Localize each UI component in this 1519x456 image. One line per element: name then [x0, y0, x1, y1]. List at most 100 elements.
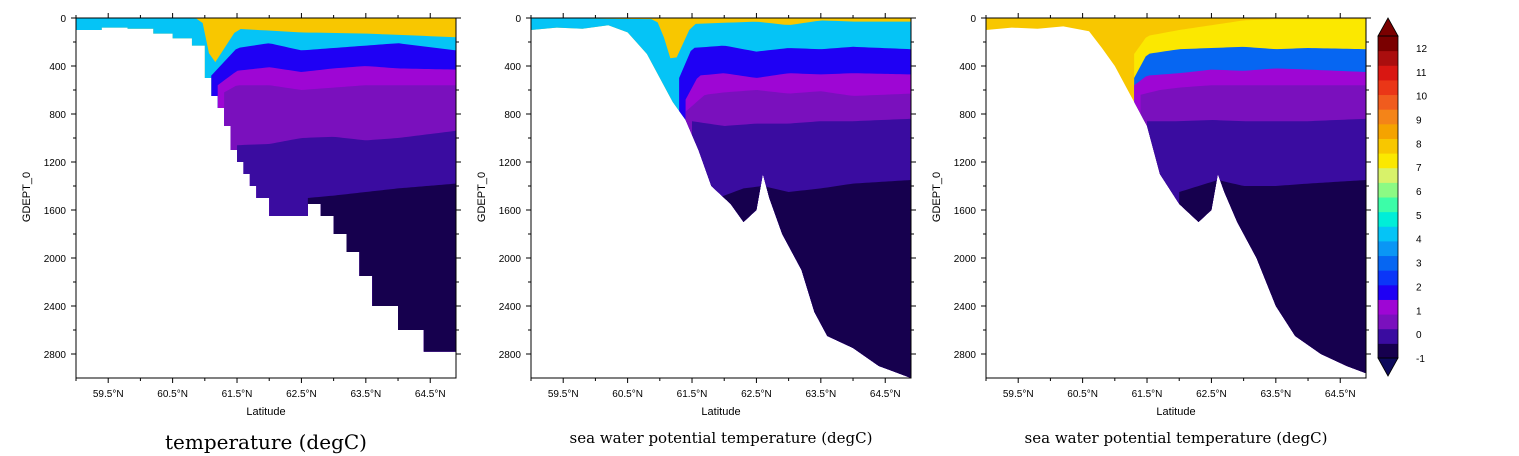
- panel-1-y-tick-label: 2800: [44, 350, 67, 361]
- panel-3-x-tick-label: 62.5°N: [1196, 389, 1227, 400]
- panel-1-y-tick-label: 400: [49, 62, 66, 73]
- colorbar-tick-label: 10: [1416, 92, 1428, 103]
- panel-3-frame: [985, 17, 1367, 379]
- panel-2-y-tick-label: 2800: [499, 350, 522, 361]
- panel-2-frame: [530, 17, 912, 379]
- colorbar-swatch: [1378, 226, 1398, 242]
- panel-1-y-tick-label: 0: [60, 14, 66, 25]
- panel-2-y-tick-label: 2000: [499, 254, 522, 265]
- colorbar-tick-label: 3: [1416, 259, 1422, 270]
- colorbar-swatch: [1378, 167, 1398, 183]
- colorbar-swatch: [1378, 79, 1398, 96]
- panel-2-y-tick-label: 1200: [499, 158, 522, 169]
- panel-1-x-axis-label: Latitude: [246, 406, 285, 418]
- panel-3-y-tick-label: 800: [959, 110, 976, 121]
- colorbar-max-arrow: [1377, 17, 1399, 37]
- colorbar-tick-label: 6: [1416, 187, 1422, 198]
- panel-3-y-axis-label: GDEPT_0: [931, 172, 943, 222]
- colorbar-swatch: [1378, 153, 1398, 169]
- colorbar-tick-label: 1: [1416, 306, 1422, 317]
- colorbar-tick-label: 4: [1416, 235, 1422, 246]
- panel-3-y-tick-label: 2400: [954, 302, 977, 313]
- panel-2-x-tick-label: 61.5°N: [677, 389, 708, 400]
- panel-2-y-tick-label: 0: [515, 14, 521, 25]
- panel-3-title: sea water potential temperature (degC): [1025, 429, 1328, 447]
- panel-3-plot-area: [986, 18, 1366, 374]
- panel-2-plot-area: [531, 18, 911, 378]
- panel-2-y-tick-label: 400: [504, 62, 521, 73]
- panel-3-axes: 59.5°N 60.5°N 61.5°N 62.5°N 63.5°N 64.5°N 0 400…: [954, 13, 1371, 400]
- colorbar-swatch: [1378, 123, 1398, 139]
- colorbar-tick-label: 12: [1416, 44, 1428, 55]
- panel-2-y-tick-label: 1600: [499, 206, 522, 217]
- panel-3-x-axis-label: Latitude: [1156, 406, 1195, 418]
- colorbar-swatch: [1378, 109, 1398, 125]
- panel-1-y-tick-label: 2000: [44, 254, 67, 265]
- panel-3-y-tick-label: 1200: [954, 158, 977, 169]
- panel-3: 59.5°N 60.5°N 61.5°N 62.5°N 63.5°N 64.5°N 0 400…: [931, 13, 1371, 447]
- colorbar-swatch: [1378, 314, 1398, 330]
- panel-2-x-tick-label: 63.5°N: [805, 389, 836, 400]
- panel-2-x-tick-label: 64.5°N: [870, 389, 901, 400]
- panel-2-isotherm-band-8: [717, 180, 911, 378]
- panel-1-axes: 59.5°N 60.5°N 61.5°N 62.5°N 63.5°N 64.5°N 0 400…: [44, 13, 461, 400]
- colorbar-frame: [1377, 35, 1399, 359]
- panel-2-y-tick-label: 2400: [499, 302, 522, 313]
- panel-3-y-tick-label: 400: [959, 62, 976, 73]
- colorbar-tick-label: 7: [1416, 163, 1422, 174]
- panel-3-temperature-field: [986, 18, 1366, 374]
- panel-3-y-tick-label: 0: [970, 14, 976, 25]
- colorbar-swatch: [1378, 343, 1398, 359]
- panel-1-x-tick-label: 60.5°N: [157, 389, 188, 400]
- panel-2-axes: 59.5°N 60.5°N 61.5°N 62.5°N 63.5°N 64.5°N 0 400…: [499, 13, 916, 400]
- panel-3-y-tick-label: 2800: [954, 350, 977, 361]
- panel-2-x-tick-label: 62.5°N: [741, 389, 772, 400]
- panel-1-y-tick-label: 800: [49, 110, 66, 121]
- panel-1-frame: [75, 17, 457, 379]
- colorbar-swatch: [1378, 284, 1398, 300]
- colorbar-swatch: [1378, 65, 1398, 81]
- panel-3-y-tick-label: 2000: [954, 254, 977, 265]
- colorbar-swatch: [1378, 94, 1398, 110]
- panel-3-x-tick-label: 64.5°N: [1325, 389, 1356, 400]
- panel-1-x-tick-label: 62.5°N: [286, 389, 317, 400]
- colorbar-tick-label: 0: [1416, 330, 1422, 341]
- panel-2-title: sea water potential temperature (degC): [570, 429, 873, 447]
- panel-1-title: temperature (degC): [165, 430, 367, 454]
- colorbar-tick-label: 8: [1416, 139, 1422, 150]
- panel-1-x-tick-label: 59.5°N: [93, 389, 124, 400]
- colorbar-swatch: [1378, 211, 1398, 227]
- panel-1-y-tick-label: 2400: [44, 302, 67, 313]
- colorbar-swatch: [1378, 328, 1398, 344]
- panel-3-x-tick-label: 61.5°N: [1132, 389, 1163, 400]
- panel-1-x-tick-label: 61.5°N: [222, 389, 253, 400]
- panel-1-isotherm-band-8: [307, 183, 456, 352]
- colorbar-min-arrow: [1377, 357, 1399, 377]
- panel-2-y-tick-label: 800: [504, 110, 521, 121]
- panel-3-x-tick-label: 59.5°N: [1003, 389, 1034, 400]
- panel-1-x-tick-label: 64.5°N: [415, 389, 446, 400]
- panel-2-y-axis-label: GDEPT_0: [476, 172, 488, 222]
- colorbar-tick-label: 9: [1416, 115, 1422, 126]
- panel-3-y-tick-label: 1600: [954, 206, 977, 217]
- colorbar-tick-label: 5: [1416, 211, 1422, 222]
- panel-1-temperature-field: [76, 18, 456, 352]
- colorbar-swatch: [1378, 197, 1398, 213]
- panel-3-isotherm-band-8: [1179, 180, 1366, 374]
- colorbar-swatch: [1378, 138, 1398, 154]
- panel-1-x-tick-label: 63.5°N: [350, 389, 381, 400]
- panel-2-x-tick-label: 60.5°N: [612, 389, 643, 400]
- colorbar-swatch: [1378, 270, 1398, 286]
- panel-3-x-tick-label: 60.5°N: [1067, 389, 1098, 400]
- panel-2: 59.5°N 60.5°N 61.5°N 62.5°N 63.5°N 64.5°N 0 400…: [476, 13, 916, 447]
- colorbar-swatch: [1378, 299, 1398, 315]
- panel-1-plot-area: [76, 18, 456, 352]
- colorbar-tick-label: 11: [1416, 68, 1427, 79]
- colorbar-swatch: [1378, 255, 1398, 271]
- colorbar-swatch: [1378, 182, 1398, 198]
- panel-1-y-tick-label: 1200: [44, 158, 67, 169]
- panel-3-x-tick-label: 63.5°N: [1260, 389, 1291, 400]
- panel-2-x-tick-label: 59.5°N: [548, 389, 579, 400]
